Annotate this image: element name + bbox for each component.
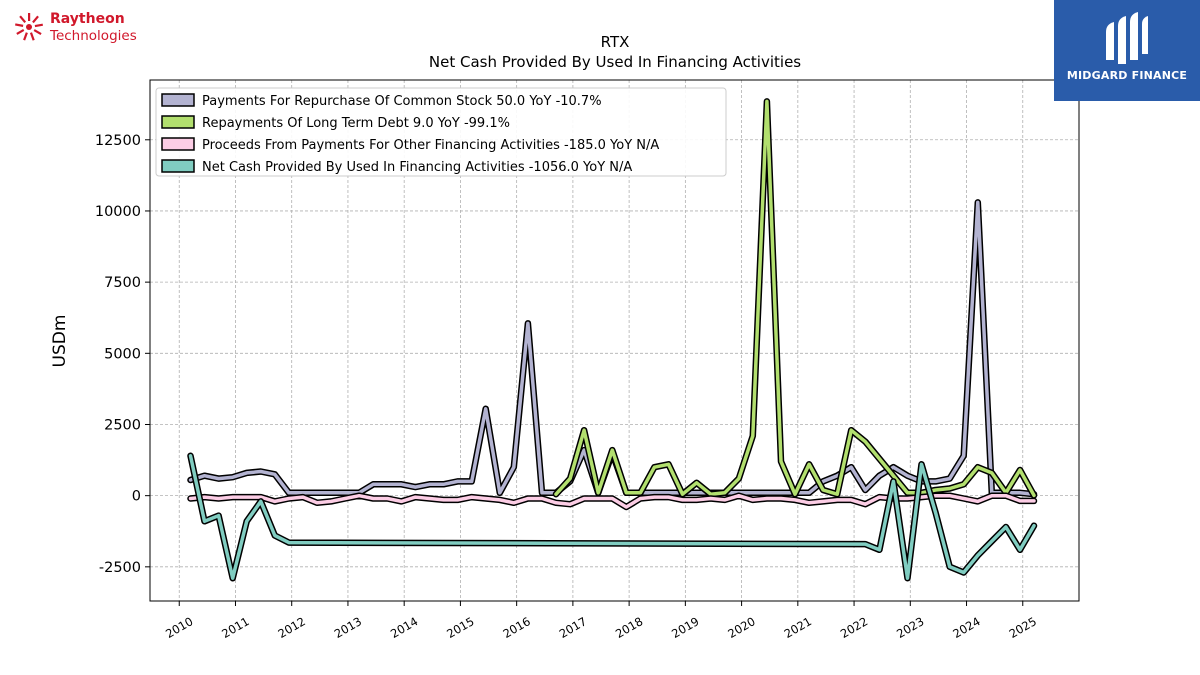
x-tick-label: 2017 [557,614,589,641]
legend-swatch [161,159,195,173]
series-2 [187,492,1038,511]
raytheon-logo-line1: Raytheon [50,11,125,27]
series-1 [552,98,1038,499]
x-tick-label: 2011 [219,614,251,641]
legend-swatch [161,93,195,107]
legend-swatch [161,137,195,151]
chart-subtitle: Net Cash Provided By Used In Financing A… [429,53,801,71]
legend-entry: Proceeds From Payments For Other Financi… [202,138,659,153]
x-tick-label: 2016 [500,614,532,641]
x-tick-label: 2018 [613,614,645,641]
x-tick-label: 2022 [838,614,870,641]
x-tick-label: 2024 [950,614,982,641]
y-axis-label: USDm [50,315,70,368]
legend-entry: Payments For Repurchase Of Common Stock … [202,94,602,109]
y-tick-label: 7500 [104,275,141,291]
x-tick-label: 2014 [388,614,420,641]
legend-entry: Net Cash Provided By Used In Financing A… [202,160,632,175]
y-tick-label: 10000 [95,204,141,220]
midgard-emblem-icon [1106,12,1148,64]
x-tick-label: 2010 [163,614,195,641]
x-tick-label: 2015 [444,614,476,641]
y-tick-label: -2500 [99,560,141,576]
chart-title: RTX [601,33,630,51]
y-tick-label: 0 [132,489,141,505]
midgard-finance-logo: MIDGARD FINANCE [1054,0,1200,101]
y-tick-label: 2500 [104,417,141,433]
series-line [554,99,1036,498]
series-line [188,454,1036,580]
x-tick-label: 2025 [1007,614,1039,641]
y-tick-label: 12500 [95,133,141,149]
legend-entry: Repayments Of Long Term Debt 9.0 YoY -99… [202,116,510,131]
plot-frame [149,79,1080,602]
legend-swatch [161,115,195,129]
x-tick-label: 2020 [725,614,757,641]
series-3 [187,452,1038,582]
raytheon-logo: Raytheon Technologies [14,10,154,46]
x-tick-label: 2012 [276,614,308,641]
midgard-brand-name: MIDGARD FINANCE [1066,69,1188,82]
legend-box [155,87,727,177]
x-tick-label: 2019 [669,614,701,641]
x-tick-label: 2023 [894,614,926,641]
x-tick-label: 2013 [332,614,364,641]
raytheon-logo-line2: Technologies [50,28,137,44]
y-tick-label: 5000 [104,346,141,362]
x-tick-label: 2021 [782,614,814,641]
legend: Payments For Repurchase Of Common Stock … [155,87,727,177]
series-layer [187,98,1038,582]
raytheon-burst-icon [15,13,43,41]
